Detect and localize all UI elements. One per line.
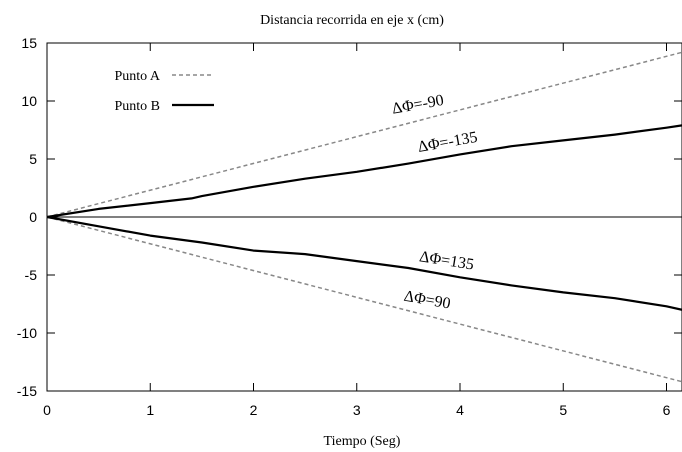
- y-tick-label: 0: [29, 209, 37, 225]
- x-tick-label: 5: [559, 402, 567, 418]
- annotation-label: ΔΦ=90: [403, 288, 452, 313]
- y-tick-label: 15: [21, 35, 37, 51]
- series-line-punto-a-2: [46, 216, 682, 383]
- y-tick-label: -10: [17, 325, 37, 341]
- x-tick-label: 2: [250, 402, 258, 418]
- x-tick-label: 6: [663, 402, 671, 418]
- axis-ticks: 15 10 5 0 -5 -10 -15 0 1 2 3 4 5 6: [17, 35, 682, 418]
- x-tick-label: 1: [146, 402, 154, 418]
- legend-label: Punto A: [114, 69, 160, 84]
- annotation-label: ΔΦ=135: [418, 248, 475, 273]
- annotation-label: ΔΦ=-90: [391, 92, 446, 118]
- x-tick-label: 3: [353, 402, 361, 418]
- legend: Punto A Punto B: [114, 69, 214, 114]
- y-tick-label: -5: [25, 267, 38, 283]
- chart-title: Distancia recorrida en eje x (cm): [260, 13, 444, 28]
- legend-label: Punto B: [114, 99, 160, 114]
- y-tick-label: -15: [17, 383, 37, 399]
- x-tick-label: 0: [43, 402, 51, 418]
- y-tick-label: 10: [21, 93, 37, 109]
- y-tick-label: 5: [29, 151, 37, 167]
- series-line-punto-b-3: [46, 215, 682, 311]
- series-line-punto-b-1: [46, 124, 682, 219]
- series-layer: [46, 51, 682, 383]
- x-axis-label: Tiempo (Seg): [324, 434, 401, 449]
- x-tick-label: 4: [456, 402, 464, 418]
- series-line-punto-a-0: [46, 51, 682, 218]
